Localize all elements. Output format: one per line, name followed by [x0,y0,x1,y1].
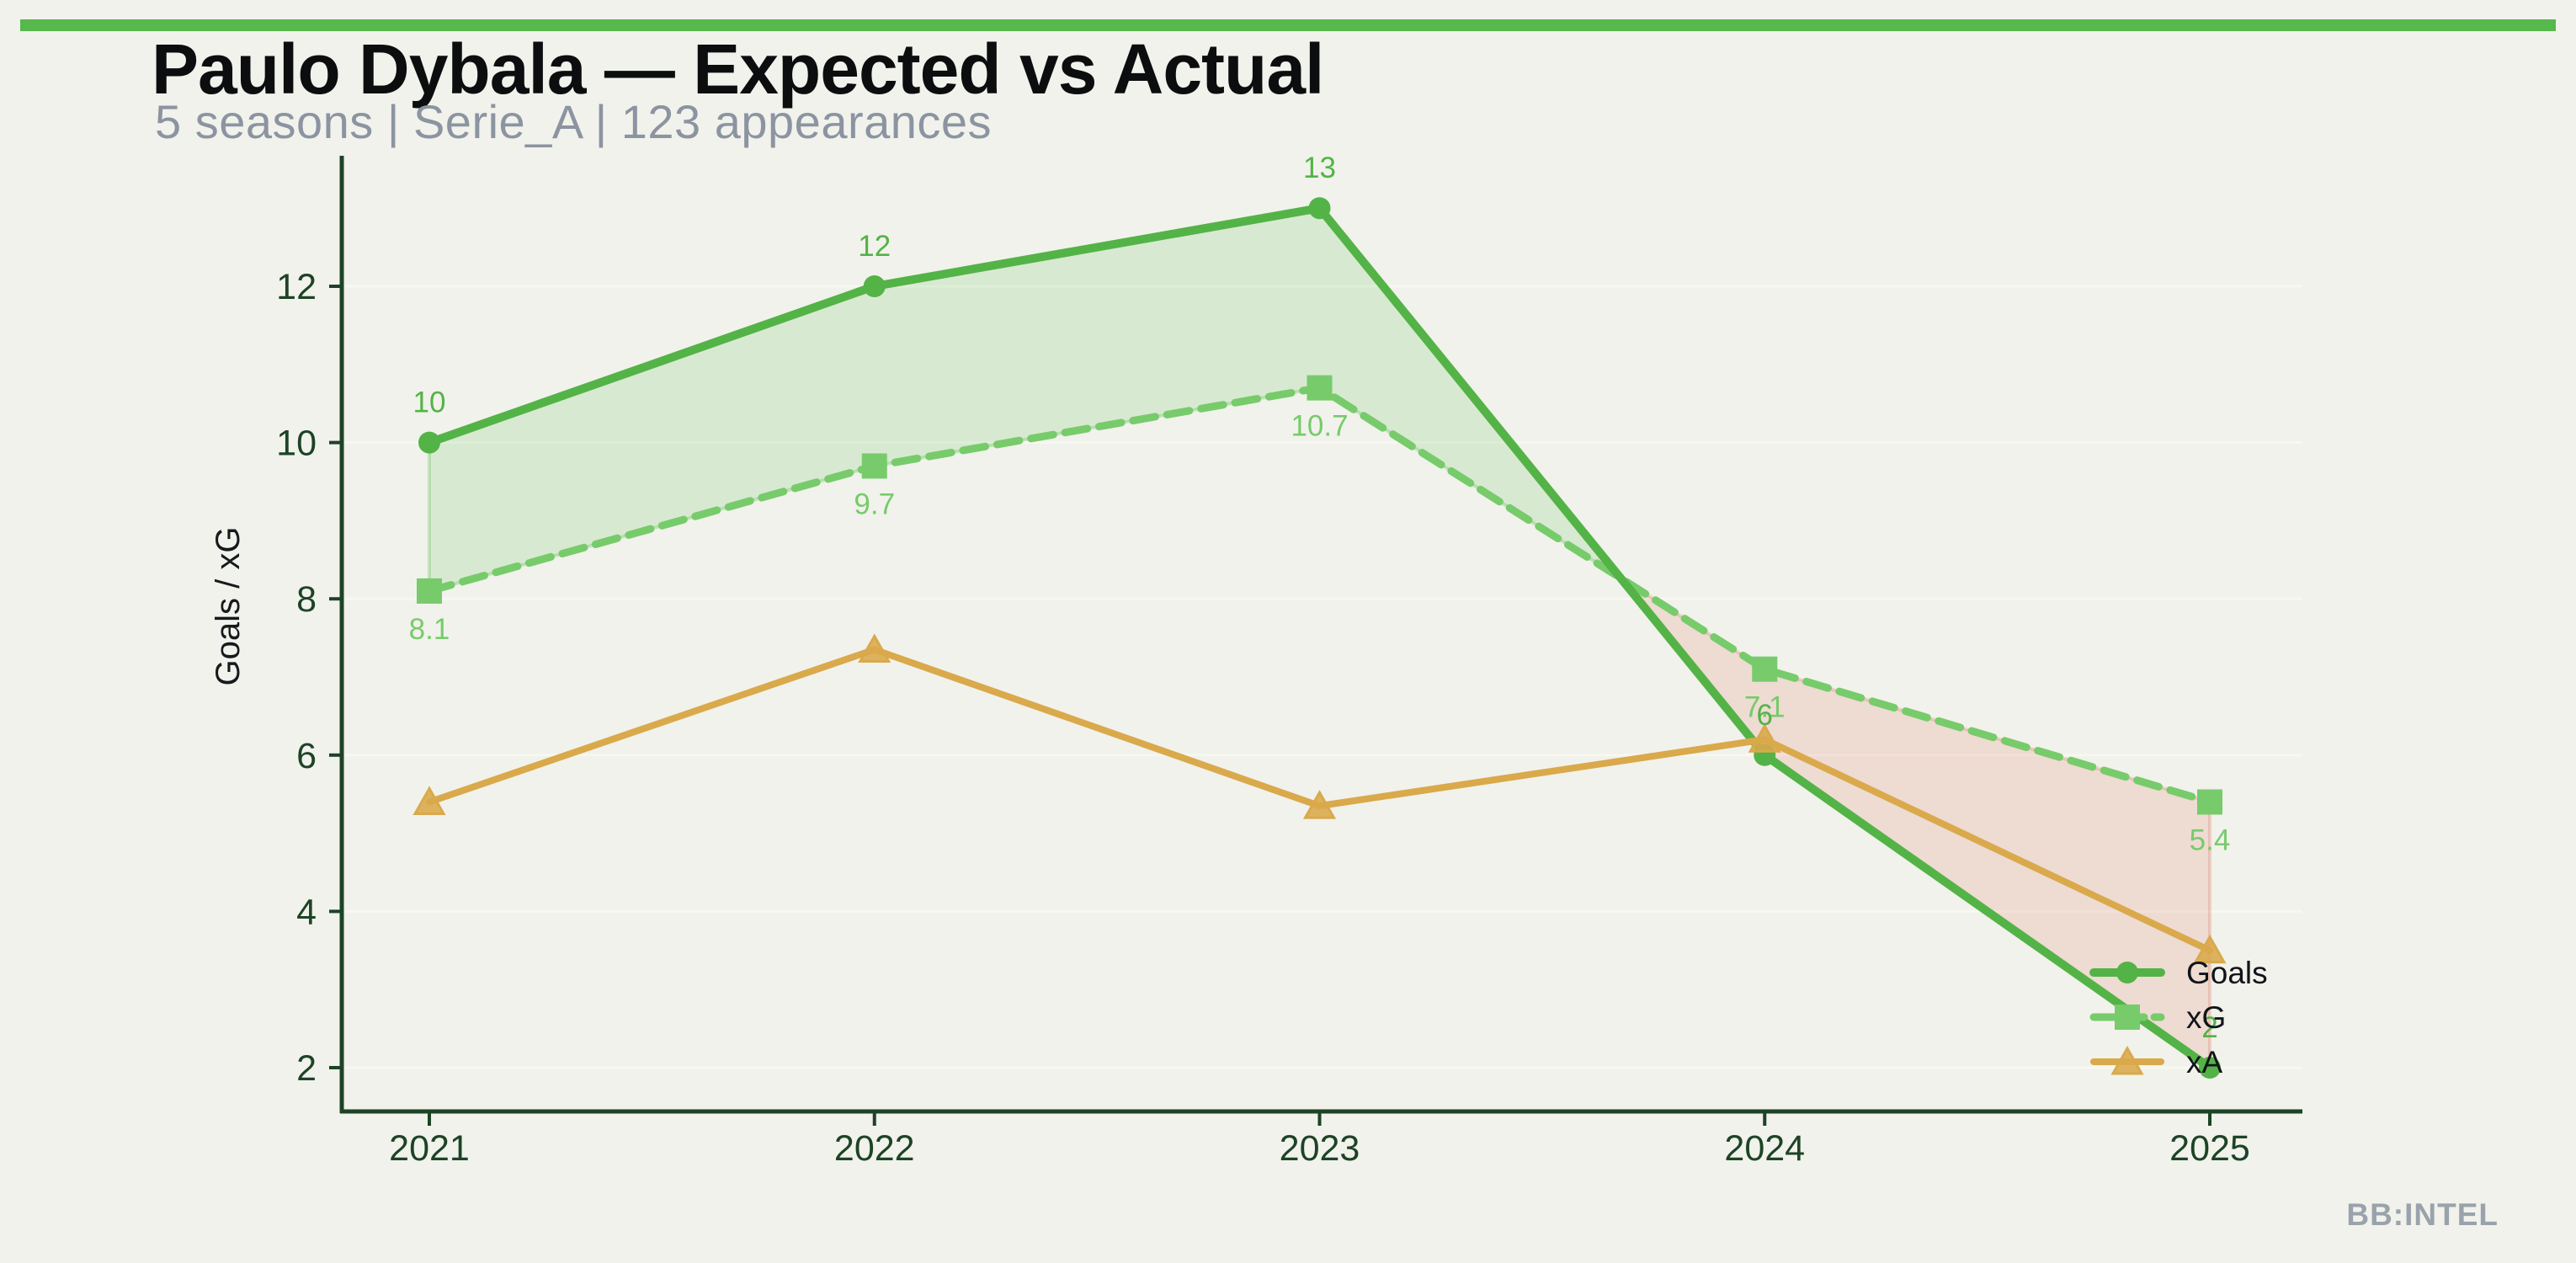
series-goals-point-2023 [1308,197,1331,220]
accent-bar [20,19,2556,31]
watermark: BB:INTEL [2346,1197,2499,1232]
series-xa-point-2023 [1302,790,1337,819]
series-xg-point-2025 [2197,789,2222,815]
series-xa-point-2025 [2193,934,2227,964]
series-xg-label-2021: 8.1 [409,613,450,646]
series-goals-label-2021: 10 [413,386,446,419]
series-goals-label-2024: 6 [1757,699,1773,732]
series-goals-label-2025: 2 [2201,1011,2217,1044]
series-xg-point-2022 [861,453,887,479]
series-xg-label-2022: 9.7 [854,488,895,520]
x-tick-label: 2022 [834,1128,915,1169]
series-xg-label-2023: 10.7 [1291,410,1348,443]
legend-label-goals: Goals [2186,956,2268,990]
x-tick-label: 2024 [1724,1128,1805,1169]
x-tick-label: 2021 [389,1128,470,1169]
series-goals-label-2023: 13 [1303,152,1336,184]
y-tick-label: 2 [296,1048,317,1089]
series-goals-point-2022 [863,275,886,297]
legend-marker-xg [2115,1005,2140,1030]
series-goals-point-2021 [418,431,440,454]
series-xa-point-2022 [858,633,891,663]
page-title: Paulo Dybala — Expected vs Actual [152,29,1324,109]
fill-goals-over-xg [428,206,1622,594]
x-tick-label: 2023 [1280,1128,1360,1169]
legend-marker-goals [2116,962,2138,983]
series-xg-label-2024: 7.1 [1744,691,1786,724]
series-goals-point-2025 [2199,1057,2221,1079]
series-xg-point-2023 [1307,375,1333,401]
x-tick-label: 2025 [2169,1128,2250,1169]
y-axis-title: Goals / xG [210,527,247,686]
series-xa-point-2024 [1748,723,1781,753]
legend-marker-xa [2110,1045,2144,1075]
y-tick-label: 10 [276,424,317,464]
series-xg-point-2021 [417,578,442,604]
series-xg-point-2024 [1752,656,1778,682]
y-tick-label: 6 [296,736,317,776]
y-tick-label: 8 [296,579,317,620]
page-subtitle: 5 seasons | Serie_A | 123 appearances [155,95,993,148]
legend-label-xg: xG [2186,1000,2226,1035]
series-xg-label-2025: 5.4 [2190,823,2231,856]
series-xa-point-2021 [412,786,446,815]
y-tick-label: 4 [296,892,317,932]
series-goals-label-2022: 12 [858,230,891,263]
legend-label-xa: xA [2186,1045,2223,1079]
fill-xg-over-goals [1619,576,2211,1071]
y-tick-label: 12 [276,267,317,307]
